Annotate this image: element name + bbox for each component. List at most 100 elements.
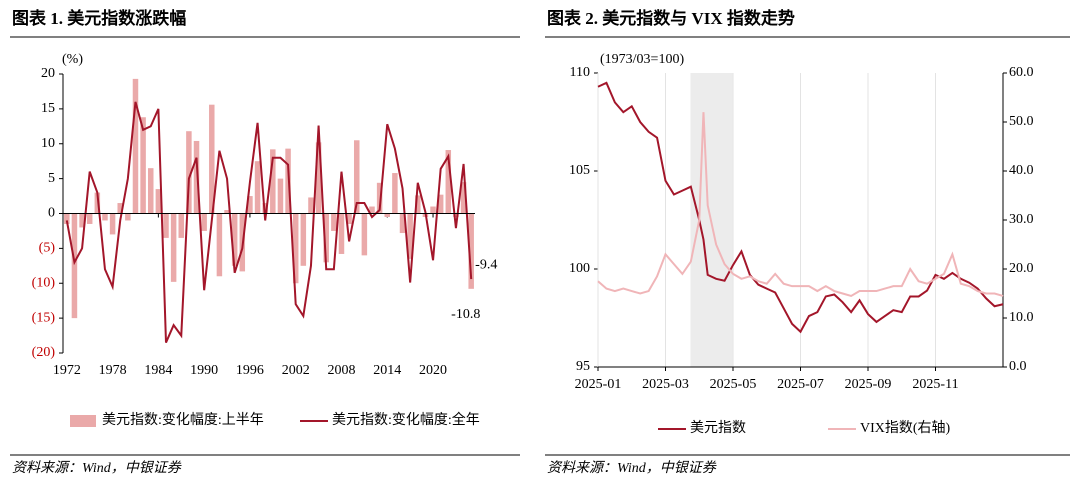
y-axis-label: (%) <box>62 52 83 67</box>
bar <box>346 213 352 224</box>
bar <box>170 213 177 282</box>
bar <box>254 161 261 214</box>
data-label: -9.4 <box>475 257 497 272</box>
bar <box>460 182 467 214</box>
bar <box>384 213 391 217</box>
bar <box>125 213 131 221</box>
bar <box>392 173 398 214</box>
bar <box>247 196 253 214</box>
bar <box>292 213 299 284</box>
y-tick-label: 105 <box>569 163 590 178</box>
bar <box>193 140 200 214</box>
x-tick-label: 2025-05 <box>710 377 757 392</box>
bar <box>186 131 192 214</box>
legend-swatch <box>70 415 96 427</box>
x-tick-label: 2025-07 <box>777 377 824 392</box>
y-tick-label: (10) <box>32 275 56 290</box>
y-tick-label: (15) <box>32 310 56 325</box>
legend-label: VIX指数(右轴) <box>860 420 951 436</box>
x-tick-label: 1972 <box>53 363 81 378</box>
bar <box>430 206 436 214</box>
y-tick-label: 15 <box>41 101 55 116</box>
bar <box>445 150 452 214</box>
bar <box>353 140 360 214</box>
line <box>597 112 1004 298</box>
bar <box>308 197 314 214</box>
y-tick-label: 10 <box>41 136 55 151</box>
source: 资料来源：Wind，中银证券 <box>12 460 182 476</box>
bar <box>71 213 78 319</box>
x-tick-label: 2025-11 <box>912 377 958 392</box>
bar <box>64 213 70 224</box>
line <box>65 101 473 343</box>
bar <box>163 213 169 238</box>
y-tick-label: 5 <box>48 171 55 186</box>
x-tick-label: 2025-09 <box>845 377 892 392</box>
bar <box>132 78 139 214</box>
bar <box>407 213 413 259</box>
legend-label: 美元指数:变化幅度:上半年 <box>102 412 264 428</box>
y2-tick-label: 50.0 <box>1009 114 1034 129</box>
bar <box>140 117 146 214</box>
bar <box>415 195 421 214</box>
bar <box>94 192 101 214</box>
x-tick-label: 1978 <box>99 363 127 378</box>
bar <box>270 149 276 214</box>
y2-tick-label: 30.0 <box>1009 212 1034 227</box>
bar <box>117 203 123 214</box>
x-tick-label: 1996 <box>236 363 264 378</box>
bar <box>338 213 345 254</box>
bar <box>109 213 116 235</box>
bar <box>361 213 368 256</box>
bar <box>437 194 444 214</box>
bar <box>300 213 307 266</box>
x-tick-label: 1990 <box>190 363 218 378</box>
bar <box>155 189 162 214</box>
y-tick-label: 100 <box>569 261 590 276</box>
bar <box>453 213 459 217</box>
y2-tick-label: 10.0 <box>1009 310 1034 325</box>
y2-tick-label: 0.0 <box>1009 359 1027 374</box>
x-tick-label: 2008 <box>327 363 355 378</box>
x-tick-label: 2002 <box>282 363 310 378</box>
source: 资料来源：Wind，中银证券 <box>547 460 717 476</box>
line <box>597 81 1004 334</box>
x-tick-label: 2025-03 <box>642 377 689 392</box>
chart-title: 图表 1. 美元指数涨跌幅 <box>12 8 186 28</box>
bar <box>399 213 406 234</box>
legend-label: 美元指数:变化幅度:全年 <box>332 411 480 428</box>
bar <box>315 142 322 214</box>
bar <box>79 213 85 228</box>
y2-tick-label: 60.0 <box>1009 65 1034 80</box>
bar <box>331 213 337 231</box>
x-tick-label: 2025-01 <box>575 377 622 392</box>
bar <box>323 213 329 263</box>
bar <box>231 213 238 266</box>
legend-label: 美元指数 <box>690 420 746 436</box>
bar <box>86 213 93 224</box>
y-tick-label: (20) <box>32 345 56 360</box>
bar <box>224 210 230 214</box>
x-tick-label: 1984 <box>144 363 172 378</box>
y-tick-label: 110 <box>570 65 590 80</box>
y2-tick-label: 20.0 <box>1009 261 1034 276</box>
bar <box>209 104 215 214</box>
bar <box>102 213 108 221</box>
bar <box>147 168 154 214</box>
y2-tick-label: 40.0 <box>1009 163 1034 178</box>
bar <box>178 213 185 238</box>
bar <box>369 206 375 214</box>
bar <box>201 213 207 231</box>
bar <box>468 213 474 289</box>
bar <box>277 178 284 214</box>
bar <box>216 213 223 277</box>
y-tick-label: (5) <box>39 241 56 256</box>
chart-title: 图表 2. 美元指数与 VIX 指数走势 <box>547 8 795 28</box>
y-axis-label: (1973/03=100) <box>600 52 684 67</box>
x-tick-label: 2020 <box>419 363 447 378</box>
bar <box>376 182 383 214</box>
x-tick-label: 2014 <box>373 363 401 378</box>
y-tick-label: 0 <box>48 206 55 221</box>
